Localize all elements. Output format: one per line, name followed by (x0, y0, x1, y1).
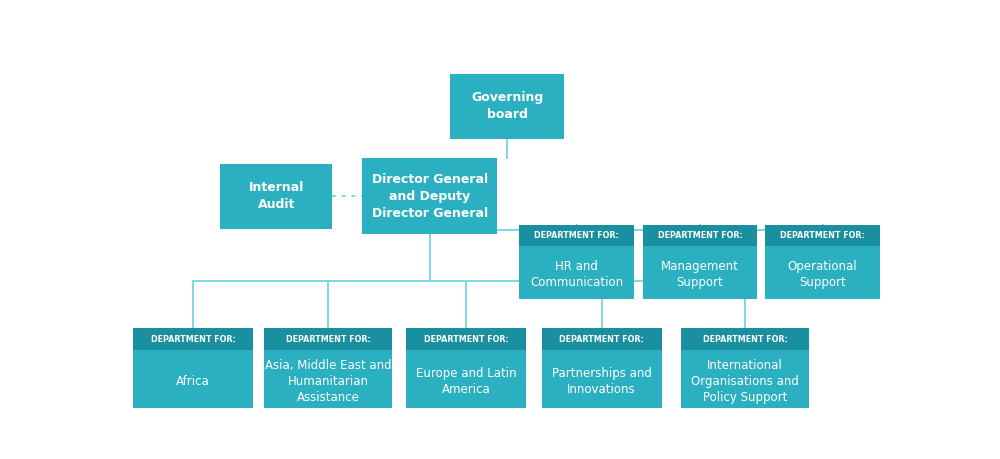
Text: Partnerships and
Innovations: Partnerships and Innovations (552, 367, 652, 396)
FancyBboxPatch shape (765, 225, 880, 246)
FancyBboxPatch shape (133, 328, 253, 350)
Text: DEPARTMENT FOR:: DEPARTMENT FOR: (534, 230, 619, 240)
Text: Asia, Middle East and
Humanitarian
Assistance: Asia, Middle East and Humanitarian Assis… (265, 359, 391, 404)
FancyBboxPatch shape (765, 246, 880, 299)
FancyBboxPatch shape (406, 328, 526, 350)
FancyBboxPatch shape (519, 225, 634, 246)
Text: DEPARTMENT FOR:: DEPARTMENT FOR: (424, 335, 508, 344)
FancyBboxPatch shape (406, 350, 526, 408)
Text: DEPARTMENT FOR:: DEPARTMENT FOR: (780, 230, 865, 240)
Text: Internal
Audit: Internal Audit (248, 181, 304, 212)
Text: Africa: Africa (176, 375, 210, 388)
FancyBboxPatch shape (542, 328, 662, 350)
FancyBboxPatch shape (643, 225, 757, 246)
FancyBboxPatch shape (681, 328, 809, 350)
Text: Europe and Latin
America: Europe and Latin America (416, 367, 516, 396)
Text: DEPARTMENT FOR:: DEPARTMENT FOR: (151, 335, 236, 344)
FancyBboxPatch shape (450, 73, 564, 139)
Text: International
Organisations and
Policy Support: International Organisations and Policy S… (691, 359, 799, 404)
Text: Operational
Support: Operational Support (788, 260, 857, 289)
Text: DEPARTMENT FOR:: DEPARTMENT FOR: (559, 335, 644, 344)
Text: DEPARTMENT FOR:: DEPARTMENT FOR: (703, 335, 787, 344)
FancyBboxPatch shape (519, 246, 634, 299)
FancyBboxPatch shape (133, 350, 253, 408)
Text: Director General
and Deputy
Director General: Director General and Deputy Director Gen… (372, 173, 488, 220)
FancyBboxPatch shape (264, 350, 392, 408)
FancyBboxPatch shape (681, 350, 809, 408)
FancyBboxPatch shape (264, 328, 392, 350)
FancyBboxPatch shape (643, 246, 757, 299)
Text: HR and
Communication: HR and Communication (530, 260, 623, 289)
Text: Management
Support: Management Support (661, 260, 739, 289)
FancyBboxPatch shape (542, 350, 662, 408)
Text: DEPARTMENT FOR:: DEPARTMENT FOR: (286, 335, 370, 344)
FancyBboxPatch shape (220, 164, 332, 229)
Text: Governing
board: Governing board (471, 91, 543, 121)
Text: DEPARTMENT FOR:: DEPARTMENT FOR: (658, 230, 742, 240)
FancyBboxPatch shape (362, 158, 497, 235)
